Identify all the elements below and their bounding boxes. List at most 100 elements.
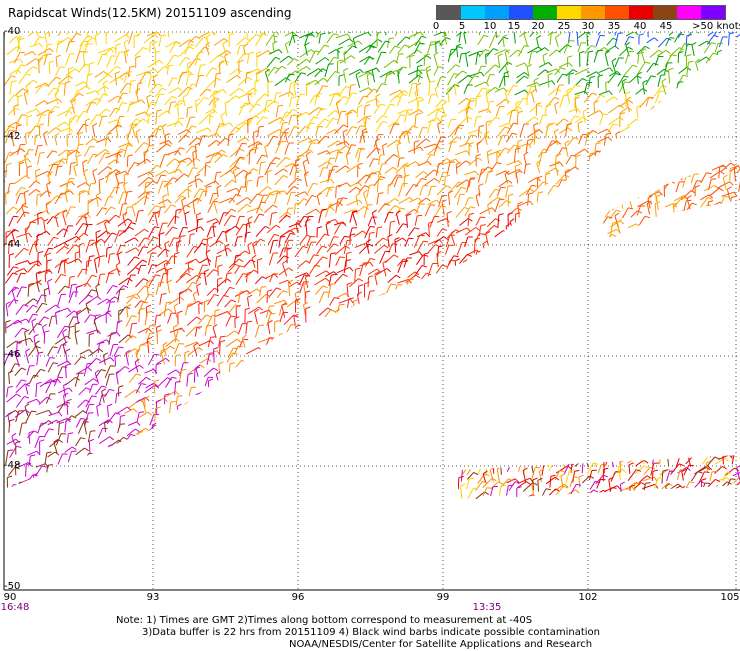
wind-barb-1883 xyxy=(335,274,343,283)
wind-barb-457 xyxy=(137,84,138,94)
wind-barb-1600 xyxy=(465,237,468,247)
wind-barb-1409 xyxy=(38,214,39,225)
wind-barb-flag-1160 xyxy=(508,180,512,183)
wind-barb-1503 xyxy=(236,224,243,235)
wind-barb-flag-256 xyxy=(351,56,355,59)
wind-barb-flag-2182 xyxy=(360,313,365,314)
wind-barb-flag-688 xyxy=(230,123,233,127)
wind-barb-449 xyxy=(56,84,60,96)
wind-barb-624 xyxy=(328,111,335,117)
wind-barb-1770 xyxy=(686,252,692,263)
wind-barb-1567 xyxy=(138,238,144,247)
wind-barb-flag-811 xyxy=(706,121,711,122)
wind-barb-flag-897 xyxy=(90,146,95,147)
wind-barb-flag-1777 xyxy=(14,267,19,269)
wind-barb-flag-2301 xyxy=(63,329,67,332)
wind-barb-flag-2427 xyxy=(590,350,595,351)
wind-barb-2168 xyxy=(226,316,231,326)
wind-barb-294 xyxy=(728,53,729,66)
wind-barb-flag-2387 xyxy=(198,347,202,350)
wind-barb-flag-938 xyxy=(505,148,510,150)
wind-barb-477 xyxy=(338,86,346,96)
wind-barb-2273 xyxy=(540,326,542,335)
wind-barb-flag-612 xyxy=(195,99,200,101)
wind-barb-flag-1254 xyxy=(707,184,712,185)
wind-barb-442 xyxy=(727,75,734,86)
wind-barb-1073 xyxy=(378,164,382,177)
wind-barb-flag-501 xyxy=(575,85,580,87)
wind-barb-flag-2055 xyxy=(564,288,569,290)
wind-barb-298 xyxy=(26,67,33,74)
wind-barb-flag-1581 xyxy=(274,234,279,235)
wind-barb-flag-61 xyxy=(617,26,622,28)
wind-barb-2314 xyxy=(208,337,210,347)
wind-barb-flag-1221 xyxy=(370,185,375,186)
wind-barb-flag-1537 xyxy=(577,230,580,234)
wind-barb-824 xyxy=(106,134,108,146)
wind-barb-1171 xyxy=(615,174,616,186)
wind-barb-flag-123 xyxy=(495,36,500,37)
wind-barb-flag-6 xyxy=(66,25,71,26)
wind-barb-flag-27 xyxy=(262,20,266,23)
wind-barb-flag-2404 xyxy=(371,350,375,353)
wind-barb-flag-2291 xyxy=(714,321,719,322)
wind-barb-flag-1984 xyxy=(604,284,609,285)
wind-barb-flag-2413 xyxy=(453,350,456,354)
wind-barb-821 xyxy=(78,134,79,145)
wind-barb-2150 xyxy=(49,316,52,326)
wind-barb-flag-2178 xyxy=(328,319,332,322)
wind-barb-flag-1820 xyxy=(442,265,447,266)
wind-barb-848 xyxy=(343,132,345,145)
wind-barb-flag-789 xyxy=(486,121,491,123)
wind-barb-flag-794 xyxy=(534,123,539,125)
wind-barb-flag-979 xyxy=(175,159,179,162)
wind-barb-flag-525 xyxy=(79,93,83,96)
wind-barb-2191 xyxy=(456,323,464,328)
wind-barb-flag-2136 xyxy=(643,309,648,311)
wind-barb-flag-1705 xyxy=(38,261,41,265)
wind-barb-2138 xyxy=(666,308,675,312)
wind-barb-flag-2015 xyxy=(180,297,184,300)
wind-barb-flag-2112 xyxy=(393,301,398,303)
wind-barb-flag-2361 xyxy=(668,333,672,336)
wind-barb-flag-1980 xyxy=(566,285,571,287)
wind-barb-1595 xyxy=(414,235,419,247)
wind-barb-1449 xyxy=(437,219,446,223)
wind-barb-1750 xyxy=(488,252,492,265)
wind-barb-845 xyxy=(318,136,325,144)
wind-barb-322 xyxy=(268,67,275,76)
wind-barb-flag-111 xyxy=(378,39,382,41)
wind-barb-flag-2231 xyxy=(117,332,120,336)
wind-barb-flag-237 xyxy=(159,60,163,63)
wind-barb-flag-1153 xyxy=(434,178,438,181)
wind-barb-189 xyxy=(414,43,419,53)
wind-barb-flag-180 xyxy=(324,45,329,47)
wind-barb-1226 xyxy=(429,186,432,196)
wind-barb-flag-1748 xyxy=(467,255,472,257)
wind-barb-flag-1356 xyxy=(247,204,251,207)
wind-barb-1052 xyxy=(169,170,179,174)
wind-barb-flag-125 xyxy=(503,35,508,37)
wind-barb-1784 xyxy=(86,262,87,275)
wind-barb-flag-1712 xyxy=(100,256,105,257)
wind-barb-flag-1765 xyxy=(634,260,637,264)
wind-barb-flag-1429 xyxy=(231,216,236,217)
wind-barb-60 xyxy=(609,26,617,34)
wind-barb-flag-2013 xyxy=(149,294,154,295)
wind-barb-1420 xyxy=(149,212,154,222)
wind-barb-flag-1351 xyxy=(182,198,186,201)
wind-barb-flag-381 xyxy=(119,77,123,80)
wind-barb-610 xyxy=(187,108,188,117)
wind-barb-154 xyxy=(66,42,69,53)
wind-barb-1245 xyxy=(616,181,619,194)
wind-barb-flag-1935 xyxy=(113,286,118,288)
wind-barb-1678 xyxy=(502,244,505,257)
wind-barb-441 xyxy=(715,73,717,83)
wind-barb-flag-520 xyxy=(18,95,23,97)
wind-barb-437 xyxy=(678,75,683,85)
wind-barb-1314 xyxy=(570,201,578,205)
wind-barb-2216 xyxy=(708,310,709,324)
wind-barb-120 xyxy=(464,33,466,44)
wind-barb-2248 xyxy=(287,325,291,333)
wind-barb-flag-1991 xyxy=(663,279,667,282)
